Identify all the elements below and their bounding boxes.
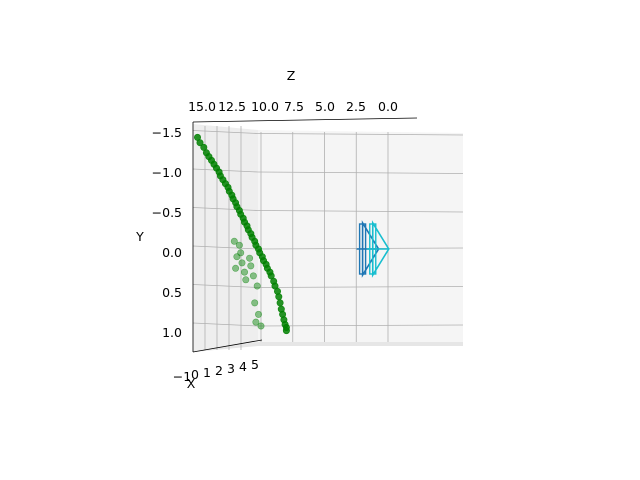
grid-line-side (192, 168, 259, 173)
z-axis-line (192, 117, 418, 123)
scatter-point (235, 241, 243, 249)
scatter-point (230, 237, 238, 245)
camera-marker (366, 220, 390, 278)
floor-pane (193, 342, 463, 352)
scatter-point (282, 327, 290, 335)
scatter-point (247, 262, 255, 270)
y-tick-label: −1.5 (152, 125, 182, 140)
x-tick-label: 5 (251, 357, 259, 372)
grid-line-side (192, 207, 259, 211)
x-tick-label: 3 (227, 361, 235, 376)
x-tick-label: 2 (215, 363, 223, 378)
grid-line-horizontal (257, 286, 464, 288)
grid-line-horizontal (257, 133, 464, 136)
y-tick-label: −0.5 (152, 205, 182, 220)
grid-line-horizontal (257, 324, 464, 327)
scatter-point (252, 318, 260, 326)
z-axis-label: Z (287, 68, 296, 83)
x-tick-labels: −1 0 1 2 3 4 5 (173, 357, 259, 384)
grid-line-side (192, 130, 259, 134)
grid-line-side (192, 284, 259, 288)
y-tick-label: −1.0 (152, 165, 182, 180)
y-tick-labels: −1.5 −1.0 −0.5 0.0 0.5 1.0 (152, 125, 182, 340)
scatter-point (275, 293, 283, 301)
grid-line-horizontal (257, 171, 464, 174)
scatter-point (253, 282, 261, 290)
z-tick-label: 7.5 (284, 99, 304, 114)
z-tick-labels: 15.0 12.5 10.0 7.5 5.0 2.5 0.0 (188, 99, 398, 114)
scatter-point (249, 272, 257, 280)
scatter-points (194, 133, 290, 335)
x-tick-label: 4 (239, 359, 247, 374)
axes-frame (192, 117, 418, 353)
z-tick-label: 12.5 (218, 99, 246, 114)
x-tick-label: 1 (203, 365, 211, 380)
x-axis-line (192, 339, 263, 353)
scatter-point (246, 254, 254, 262)
axes-panes (193, 124, 463, 352)
y-axis-label: Y (135, 229, 144, 244)
scatter-point (242, 276, 250, 284)
scatter-point (251, 299, 259, 307)
y-tick-label: 0.5 (162, 285, 182, 300)
y-tick-label: 0.0 (162, 245, 182, 260)
scatter-point (276, 299, 284, 307)
z-tick-label: 5.0 (315, 99, 335, 114)
scatter-point (255, 310, 263, 318)
z-tick-label: 15.0 (188, 99, 216, 114)
z-tick-label: 10.0 (251, 99, 279, 114)
scatter-point (241, 268, 249, 276)
scatter-point (232, 264, 240, 272)
grid-line-side (192, 322, 259, 327)
x-axis-label: X (187, 376, 196, 391)
grid-lines (192, 126, 464, 350)
z-tick-label: 2.5 (346, 99, 366, 114)
x-tick-label: 0 (191, 367, 199, 382)
x-tick-label: −1 (173, 369, 191, 384)
grid-line-side (192, 245, 259, 250)
scatter-point (196, 139, 204, 147)
left-pane (193, 124, 258, 352)
scatter-point (237, 249, 245, 257)
z-tick-label: 0.0 (378, 99, 398, 114)
grid-line-horizontal (257, 210, 464, 213)
scatter-point (238, 259, 246, 267)
scatter-point (257, 322, 265, 330)
back-pane (258, 130, 463, 342)
y-tick-label: 1.0 (162, 325, 182, 340)
camera-markers (356, 220, 390, 278)
